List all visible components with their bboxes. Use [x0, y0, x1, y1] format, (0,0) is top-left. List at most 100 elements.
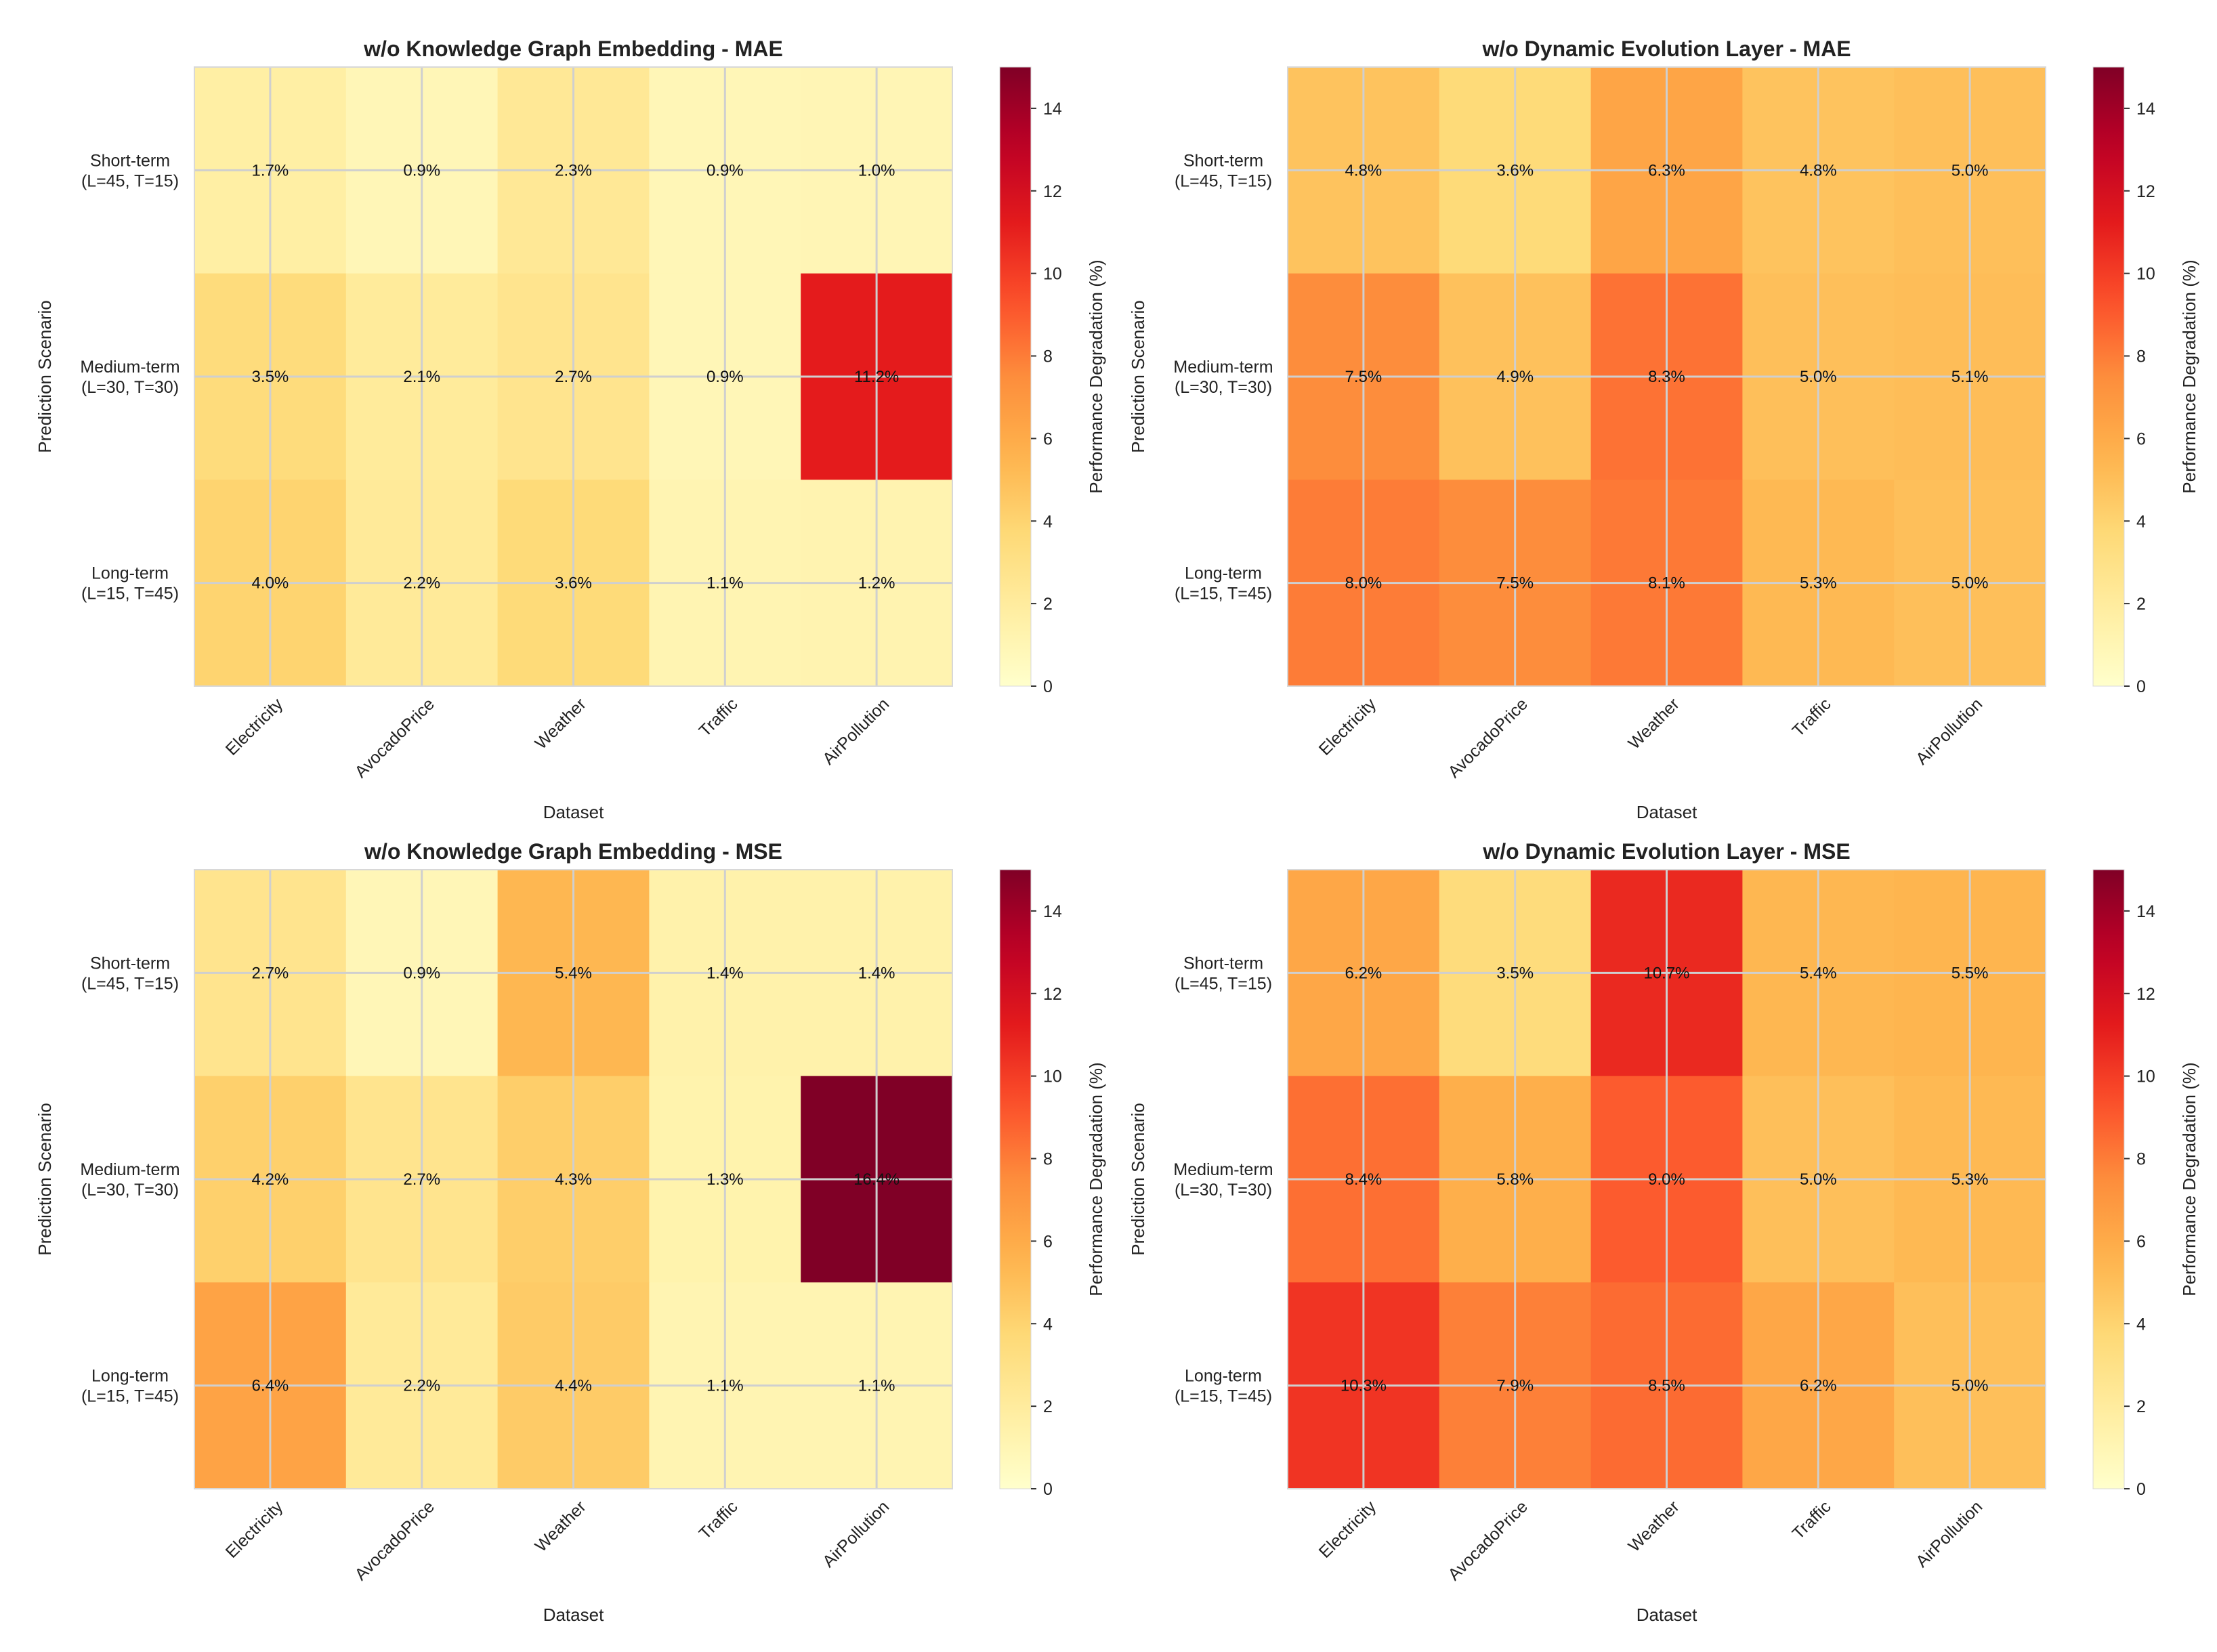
x-tick-label: Traffic [1789, 694, 1835, 740]
cell-label: 1.7% [252, 161, 289, 179]
cell-label: 5.3% [1800, 574, 1837, 593]
cell-label: 3.6% [1496, 161, 1534, 179]
cell-label: 0.9% [706, 368, 744, 386]
colorbar [999, 66, 1032, 687]
cell-label: 0.9% [403, 161, 440, 179]
cell-label: 2.7% [252, 964, 289, 982]
y-tick-label: Short-term (L=45, T=15) [81, 954, 179, 993]
cell-label: 5.0% [1951, 574, 1989, 593]
colorbar-tick-label: 8 [1043, 1150, 1053, 1169]
x-tick-label: Weather [1624, 694, 1683, 753]
cell-label: 16.4% [853, 1170, 900, 1189]
colorbar-tick-label: 0 [1043, 677, 1053, 696]
cell-label: 5.0% [1800, 368, 1837, 386]
cell-label: 4.9% [1496, 368, 1534, 386]
x-tick-label: Electricity [222, 1497, 287, 1562]
y-tick-label: Medium-term (L=30, T=30) [80, 358, 180, 397]
cell-label: 5.5% [1951, 964, 1989, 982]
cell-label: 10.7% [1643, 964, 1689, 982]
chart-title: w/o Dynamic Evolution Layer - MAE [1481, 37, 1851, 61]
colorbar-tick-label: 14 [1043, 902, 1062, 921]
cell-label: 10.3% [1340, 1377, 1387, 1395]
plot-frame [1287, 869, 2046, 1489]
cell-label: 1.4% [858, 964, 895, 982]
cell-label: 6.2% [1800, 1377, 1837, 1395]
colorbar-tick-label: 10 [1043, 265, 1062, 284]
colorbar-tick-label: 8 [1043, 347, 1053, 366]
cell-label: 2.1% [403, 368, 440, 386]
colorbar-tick-label: 2 [1043, 1397, 1053, 1416]
colorbar-tick-label: 2 [2136, 1397, 2146, 1416]
cell-label: 4.3% [555, 1170, 592, 1189]
colorbar-tick-label: 12 [2136, 985, 2155, 1004]
x-tick-label: AirPollution [819, 1497, 893, 1571]
y-axis-label: Prediction Scenario [35, 300, 55, 452]
x-axis-label: Dataset [1637, 802, 1697, 822]
cell-label: 1.1% [706, 1377, 744, 1395]
colorbar-label: Performance Degradation (%) [2179, 259, 2199, 493]
colorbar-tick-label: 12 [1043, 985, 1062, 1004]
cell-label: 3.5% [252, 368, 289, 386]
cell-label: 8.3% [1648, 368, 1685, 386]
colorbar-label: Performance Degradation (%) [1086, 1062, 1106, 1296]
colorbar-tick-label: 10 [1043, 1067, 1062, 1086]
x-tick-label: AirPollution [1912, 1497, 1986, 1571]
x-tick-label: Weather [531, 694, 589, 753]
cell-label: 6.4% [252, 1377, 289, 1395]
y-tick-label: Medium-term (L=30, T=30) [1173, 358, 1273, 397]
colorbar-tick-label: 6 [1043, 429, 1053, 448]
cell-label: 8.5% [1648, 1377, 1685, 1395]
y-tick-label: Short-term (L=45, T=15) [81, 151, 179, 190]
y-tick-label: Long-term (L=15, T=45) [1175, 564, 1272, 603]
colorbar-tick-label: 14 [2136, 902, 2155, 921]
cell-label: 2.7% [403, 1170, 440, 1189]
x-axis-label: Dataset [543, 1605, 604, 1625]
x-tick-label: AvocadoPrice [351, 694, 438, 782]
x-tick-label: AvocadoPrice [1444, 694, 1532, 782]
colorbar-tick-label: 10 [2136, 1067, 2155, 1086]
colorbar-tick-label: 2 [2136, 595, 2146, 614]
colorbar [2092, 869, 2125, 1489]
plot-frame [194, 869, 953, 1489]
cell-label: 6.2% [1345, 964, 1382, 982]
cell-label: 2.7% [555, 368, 592, 386]
colorbar-tick-label: 6 [1043, 1232, 1053, 1251]
x-tick-label: AirPollution [1912, 694, 1986, 768]
y-tick-label: Medium-term (L=30, T=30) [1173, 1160, 1273, 1200]
cell-label: 4.0% [252, 574, 289, 593]
colorbar-tick-label: 4 [2136, 1315, 2146, 1334]
x-tick-label: Traffic [1789, 1497, 1835, 1543]
x-tick-label: Electricity [222, 694, 287, 759]
cell-label: 5.1% [1951, 368, 1989, 386]
plot-frame [1287, 66, 2046, 687]
cell-label: 11.2% [854, 368, 899, 386]
x-tick-label: Weather [1624, 1497, 1683, 1555]
colorbar-tick-label: 4 [1043, 512, 1053, 531]
colorbar [999, 869, 1032, 1489]
colorbar-tick-label: 12 [1043, 182, 1062, 201]
cell-label: 2.2% [403, 1377, 440, 1395]
colorbar-tick-label: 2 [1043, 595, 1053, 614]
y-axis-label: Prediction Scenario [1128, 1103, 1148, 1255]
cell-label: 5.0% [1951, 161, 1989, 179]
x-tick-label: AirPollution [819, 694, 893, 768]
heatmap-panel: w/o Dynamic Evolution Layer - MAE 4.8% 3.6… [1128, 37, 2199, 822]
cell-label: 2.3% [555, 161, 592, 179]
y-tick-label: Long-term (L=15, T=45) [81, 564, 179, 603]
colorbar-tick-label: 10 [2136, 265, 2155, 284]
colorbar-tick-label: 0 [2136, 677, 2146, 696]
x-tick-label: AvocadoPrice [1444, 1497, 1532, 1584]
colorbar-tick-label: 14 [2136, 100, 2155, 119]
cell-label: 3.6% [555, 574, 592, 593]
x-tick-label: Electricity [1315, 1497, 1380, 1562]
x-tick-label: Weather [531, 1497, 589, 1555]
x-tick-label: Traffic [696, 1497, 742, 1543]
y-tick-label: Short-term (L=45, T=15) [1175, 151, 1272, 190]
cell-label: 6.3% [1648, 161, 1685, 179]
x-tick-label: Traffic [696, 694, 742, 740]
chart-title: w/o Knowledge Graph Embedding - MSE [364, 839, 782, 864]
cell-label: 8.0% [1345, 574, 1382, 593]
cell-label: 1.2% [858, 574, 895, 593]
cell-label: 4.4% [555, 1377, 592, 1395]
